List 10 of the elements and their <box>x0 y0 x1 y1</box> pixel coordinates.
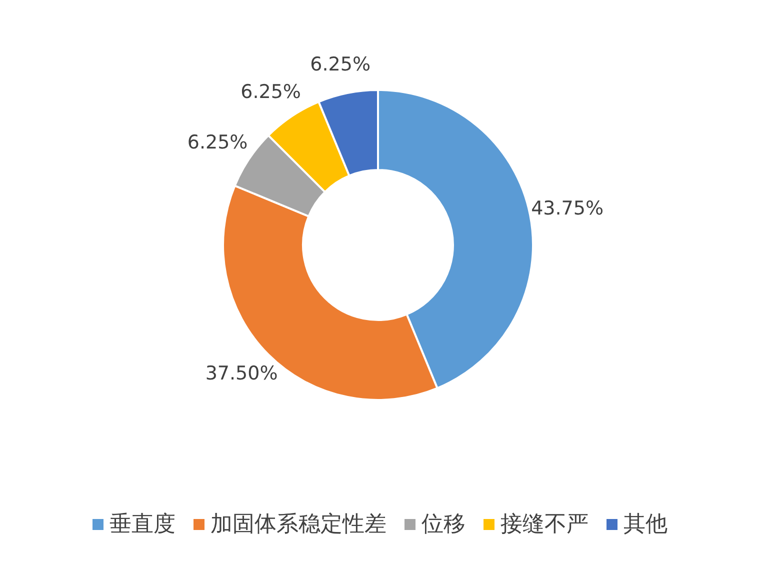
data-label: 6.25% <box>240 81 301 104</box>
legend-label: 其他 <box>624 512 668 538</box>
data-label: 6.25% <box>310 54 371 76</box>
data-label: 43.75% <box>531 197 604 220</box>
legend-label: 接缝不严 <box>500 512 588 538</box>
data-label: 6.25% <box>187 132 248 154</box>
data-label: 37.50% <box>205 362 278 385</box>
legend-label: 加固体系稳定性差 <box>210 512 386 538</box>
legend-label: 垂直度 <box>110 512 176 538</box>
legend-label: 位移 <box>422 512 466 538</box>
